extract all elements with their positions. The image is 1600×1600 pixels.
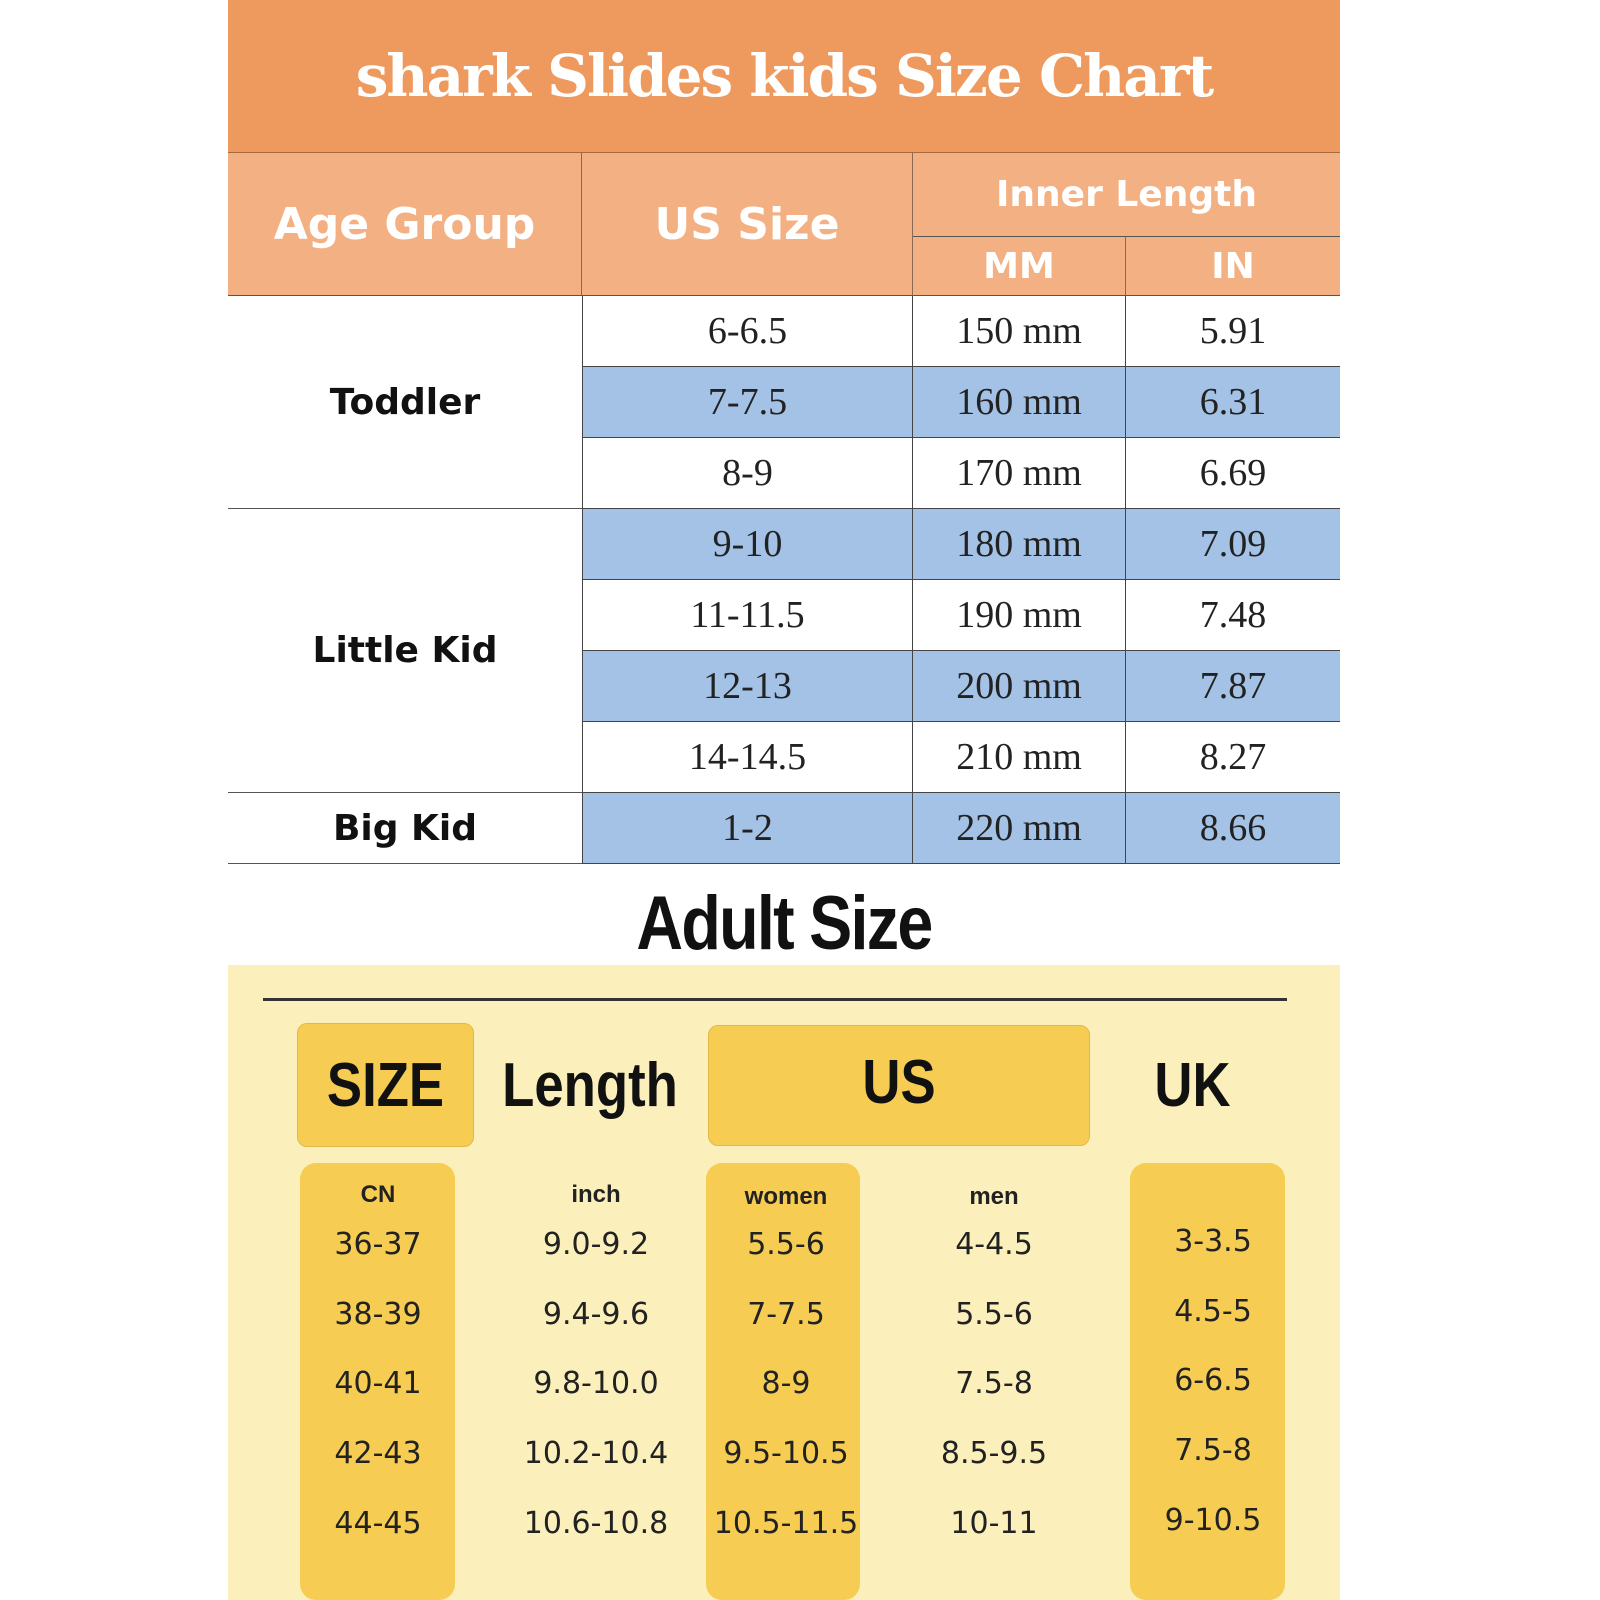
kids-cell-mm: 190 mm — [913, 580, 1126, 651]
header-in: IN — [1126, 237, 1340, 296]
age-group-label: Big Kid — [228, 793, 582, 864]
adult-cell-men: 7.5-8 — [955, 1366, 1033, 1401]
kids-cell-in: 8.66 — [1126, 793, 1340, 864]
adult-cell-uk: 4.5-5 — [1174, 1294, 1252, 1329]
adult-cell-uk: 6-6.5 — [1174, 1363, 1252, 1398]
cn-column-highlight — [300, 1163, 455, 1600]
adult-cell-cn: 40-41 — [334, 1366, 422, 1401]
header-us-size: US Size — [582, 153, 913, 296]
kids-cell-us: 11-11.5 — [582, 580, 913, 651]
adult-cell-uk: 7.5-8 — [1174, 1433, 1252, 1468]
kids-cell-mm: 180 mm — [913, 509, 1126, 580]
kids-cell-in: 7.87 — [1126, 651, 1340, 722]
kids-cell-in: 7.48 — [1126, 580, 1340, 651]
adult-cell-men: 8.5-9.5 — [940, 1436, 1048, 1471]
adult-header-us: US — [862, 1047, 936, 1117]
kids-cell-mm: 210 mm — [913, 722, 1126, 793]
subheader-inch: inch — [571, 1181, 621, 1208]
header-mm: MM — [913, 237, 1126, 296]
kids-cell-mm: 200 mm — [913, 651, 1126, 722]
header-inner-length: Inner Length — [913, 153, 1340, 237]
subheader-men: men — [969, 1183, 1019, 1210]
kids-cell-mm: 160 mm — [913, 367, 1126, 438]
age-group-label: Toddler — [228, 296, 582, 509]
us-header-box — [708, 1025, 1090, 1146]
kids-cell-in: 7.09 — [1126, 509, 1340, 580]
kids-cell-us: 12-13 — [582, 651, 913, 722]
kids-chart-title: shark Slides kids Size Chart — [355, 42, 1214, 110]
kids-cell-mm: 170 mm — [913, 438, 1126, 509]
kids-cell-in: 5.91 — [1126, 296, 1340, 367]
subheader-women: women — [744, 1183, 828, 1210]
adult-cell-cn: 38-39 — [334, 1297, 422, 1332]
kids-cell-mm: 220 mm — [913, 793, 1126, 864]
kids-cell-in: 6.31 — [1126, 367, 1340, 438]
adult-cell-women: 9.5-10.5 — [723, 1436, 849, 1471]
adult-cell-women: 5.5-6 — [747, 1227, 825, 1262]
adult-header-length: Length — [502, 1050, 678, 1120]
divider — [263, 998, 1287, 1001]
header-age-group: Age Group — [228, 153, 582, 296]
kids-chart-title-band: shark Slides kids Size Chart — [228, 0, 1340, 153]
adult-cell-men: 10-11 — [950, 1506, 1038, 1541]
kids-cell-in: 6.69 — [1126, 438, 1340, 509]
adult-cell-uk: 3-3.5 — [1174, 1224, 1252, 1259]
kids-cell-us: 8-9 — [582, 438, 913, 509]
adult-cell-cn: 42-43 — [334, 1436, 422, 1471]
kids-cell-mm: 150 mm — [913, 296, 1126, 367]
adult-cell-inch: 10.6-10.8 — [523, 1506, 669, 1541]
size-header-box — [297, 1023, 474, 1147]
adult-cell-women: 8-9 — [761, 1366, 811, 1401]
kids-cell-in: 8.27 — [1126, 722, 1340, 793]
kids-cell-us: 6-6.5 — [582, 296, 913, 367]
kids-cell-us: 7-7.5 — [582, 367, 913, 438]
adult-cell-women: 7-7.5 — [747, 1297, 825, 1332]
adult-size-title: Adult Size — [636, 881, 933, 966]
adult-cell-inch: 9.8-10.0 — [533, 1366, 659, 1401]
adult-cell-uk: 9-10.5 — [1164, 1503, 1262, 1538]
kids-cell-us: 14-14.5 — [582, 722, 913, 793]
adult-cell-cn: 36-37 — [334, 1227, 422, 1262]
uk-column-highlight — [1130, 1163, 1285, 1600]
adult-cell-cn: 44-45 — [334, 1506, 422, 1541]
adult-cell-inch: 9.0-9.2 — [542, 1227, 650, 1262]
adult-header-size: SIZE — [326, 1050, 445, 1120]
kids-cell-us: 1-2 — [582, 793, 913, 864]
adult-cell-inch: 9.4-9.6 — [542, 1297, 650, 1332]
adult-cell-men: 4-4.5 — [955, 1227, 1033, 1262]
adult-header-uk: UK — [1154, 1050, 1231, 1120]
adult-cell-inch: 10.2-10.4 — [523, 1436, 669, 1471]
kids-cell-us: 9-10 — [582, 509, 913, 580]
subheader-cn: CN — [360, 1181, 396, 1208]
age-group-label: Little Kid — [228, 509, 582, 793]
adult-cell-women: 10.5-11.5 — [713, 1506, 859, 1541]
women-column-highlight — [706, 1163, 860, 1600]
adult-cell-men: 5.5-6 — [955, 1297, 1033, 1332]
